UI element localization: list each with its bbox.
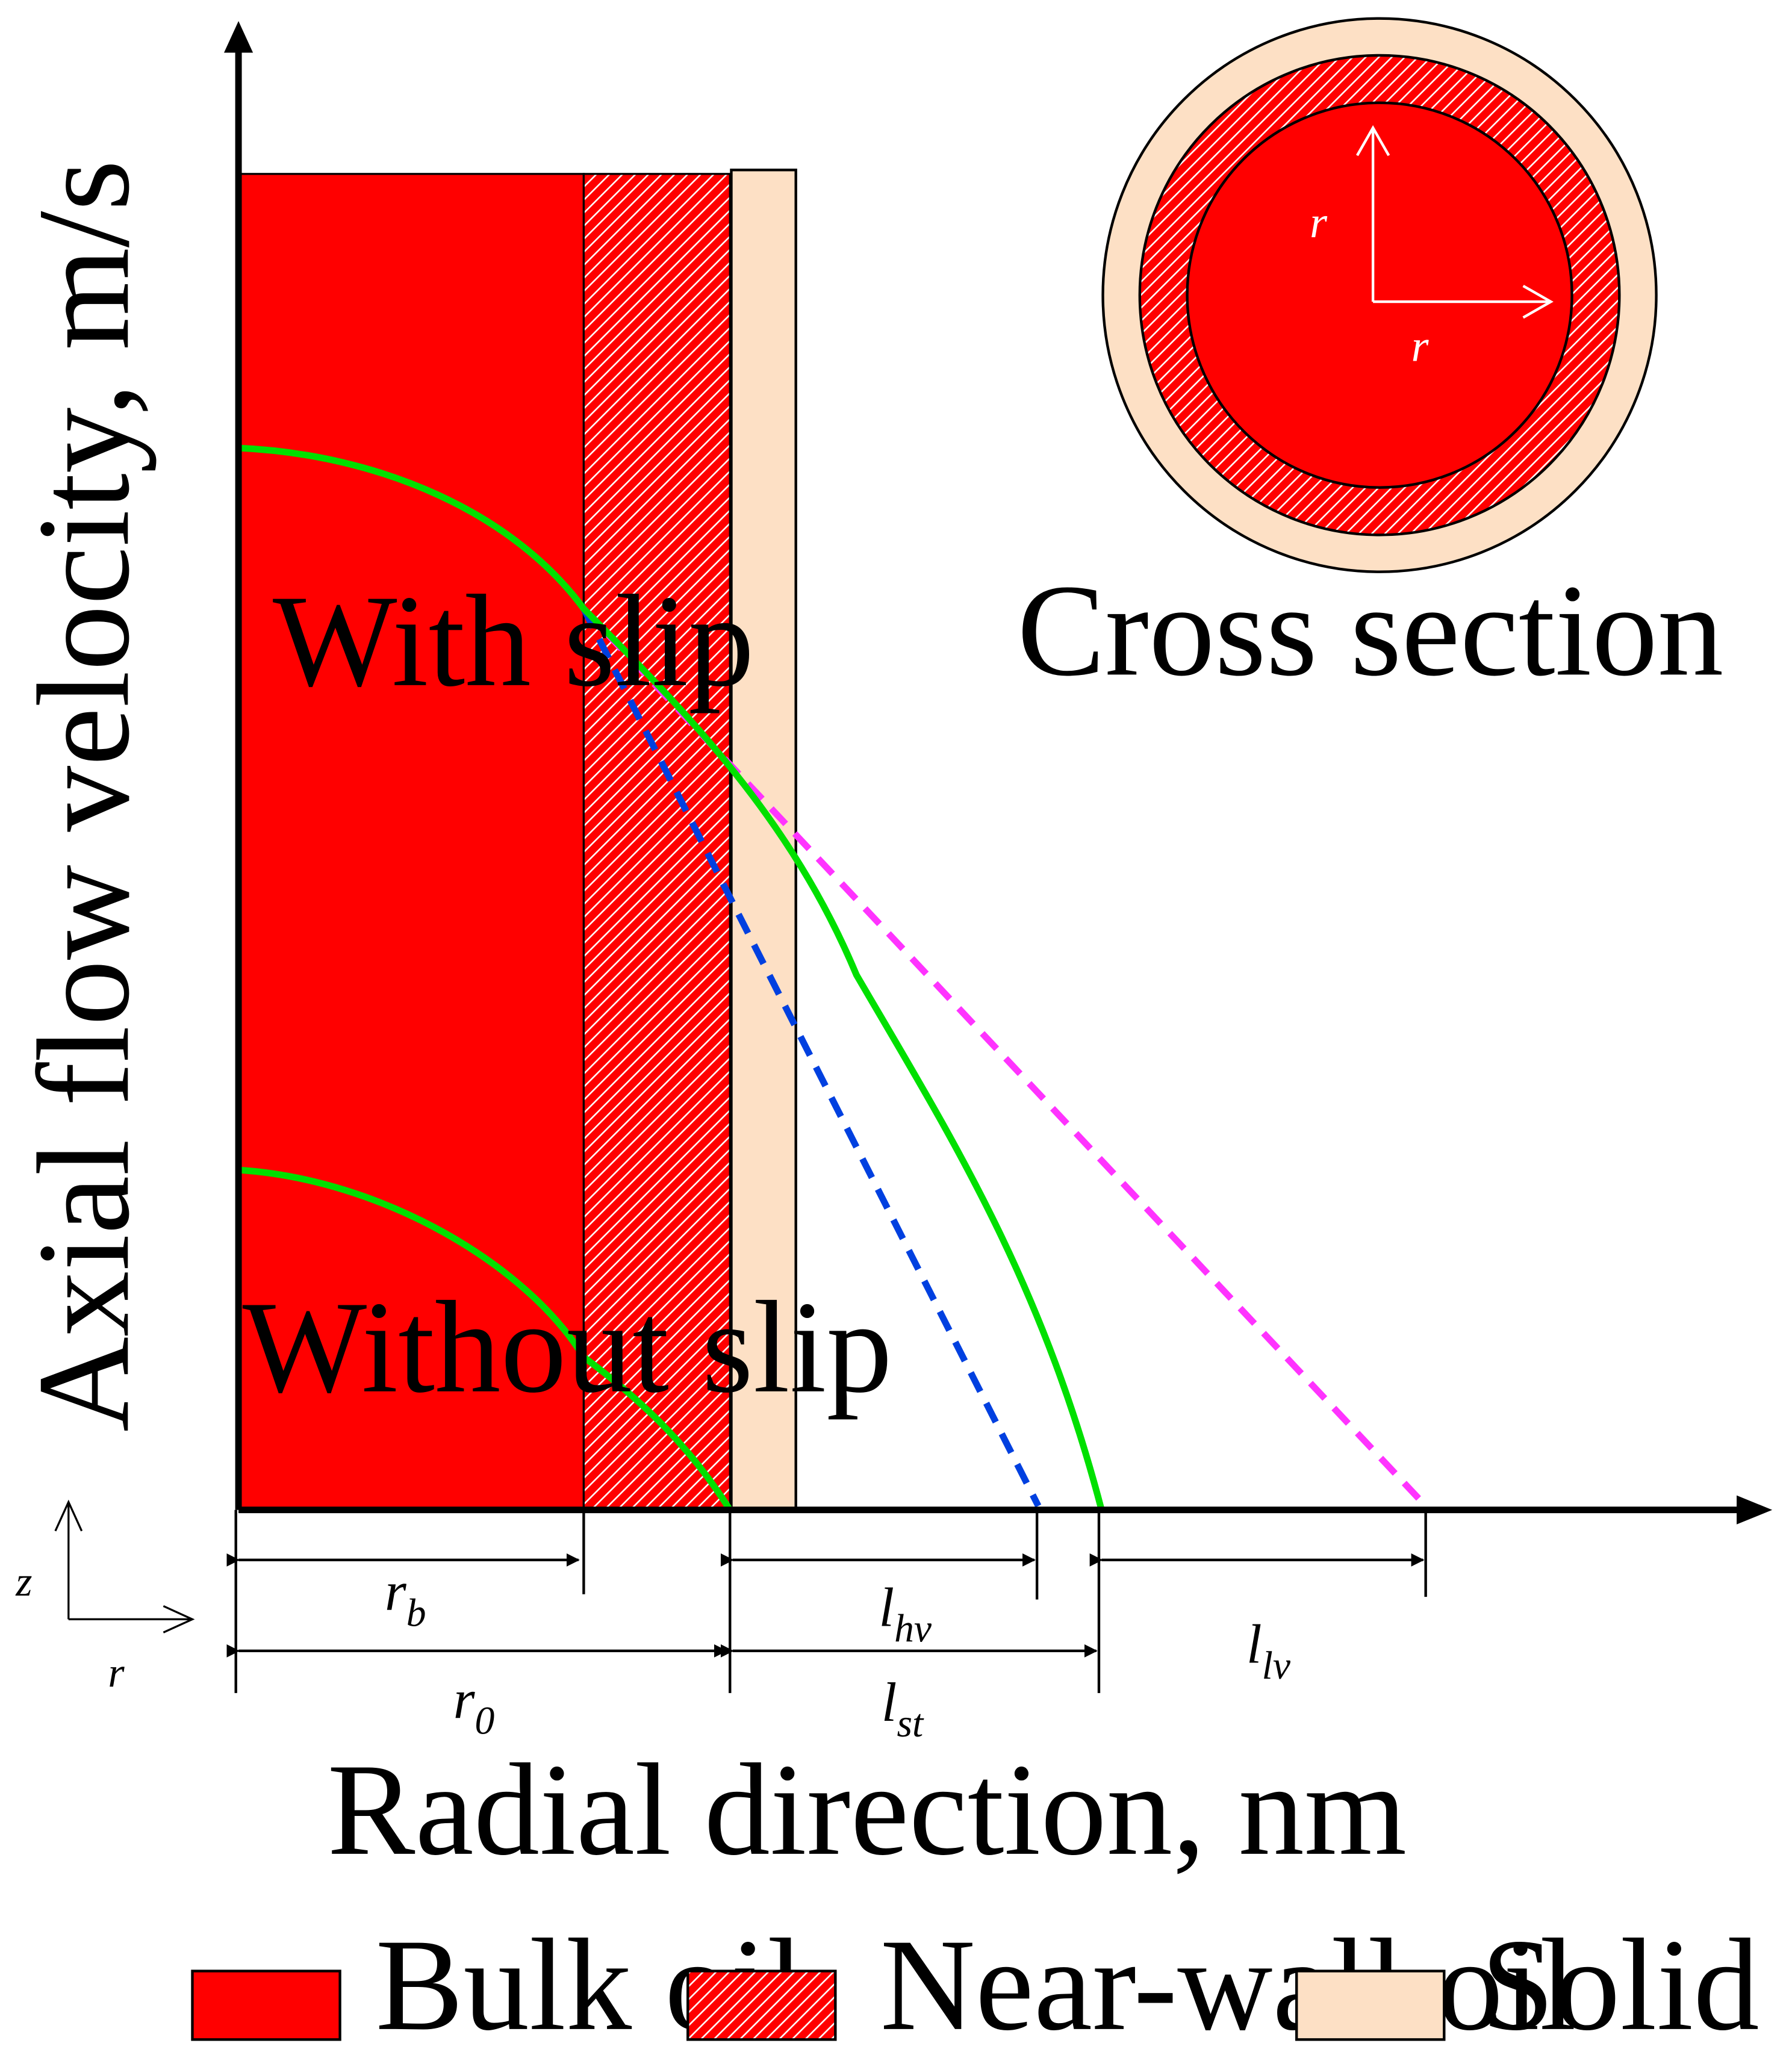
coord-z-label: z <box>15 1559 32 1605</box>
rb-label: rb <box>385 1561 426 1635</box>
y-axis-label: Axial flow velocity, m/s <box>11 160 157 1432</box>
coordinate-marker <box>54 1499 195 1634</box>
legend-item-solid-phase: Solid phase <box>1295 1912 1792 2058</box>
without-slip-label: Without slip <box>243 1275 892 1420</box>
cross-section-inset: r r <box>1101 17 1658 573</box>
cross-section-caption: Cross section <box>1017 558 1723 703</box>
coord-r-label: r <box>108 1650 125 1696</box>
legend-swatch-solid-phase <box>1295 1969 1446 2041</box>
legend-item-near-wall-oil: Near-wall oil <box>686 1912 1576 2058</box>
inset-arrows <box>1355 125 1554 319</box>
inset-bulk-core <box>1186 101 1573 489</box>
legend: Bulk oil Near-wall oil Solid phase <box>191 1912 1792 2058</box>
legend-label-solid-phase: Solid phase <box>1481 1912 1792 2058</box>
y-axis-arrowhead <box>224 21 254 53</box>
with-slip-profile-curve <box>238 444 1105 1511</box>
x-axis-label: Radial direction, nm <box>328 1737 1407 1883</box>
llv-label: llv <box>1246 1614 1291 1688</box>
dimension-lines <box>226 1509 1427 1693</box>
near-wall-oil-region <box>582 173 731 1510</box>
lst-label: lst <box>882 1671 924 1746</box>
x-axis-arrowhead <box>1737 1495 1773 1525</box>
legend-label-near-wall-oil: Near-wall oil <box>880 1912 1576 2058</box>
inset-r-vertical-label: r <box>1310 198 1328 247</box>
legend-swatch-near-wall-oil <box>686 1969 837 2041</box>
inset-r-horizontal-label: r <box>1411 322 1430 371</box>
with-slip-label: With slip <box>273 568 754 714</box>
lhv-label: lhv <box>879 1576 932 1650</box>
r0-label: r0 <box>453 1668 495 1742</box>
dashed-blue-line <box>580 607 1042 1508</box>
legend-swatch-bulk-oil <box>191 1969 341 2041</box>
without-slip-profile-curve <box>238 1166 733 1512</box>
